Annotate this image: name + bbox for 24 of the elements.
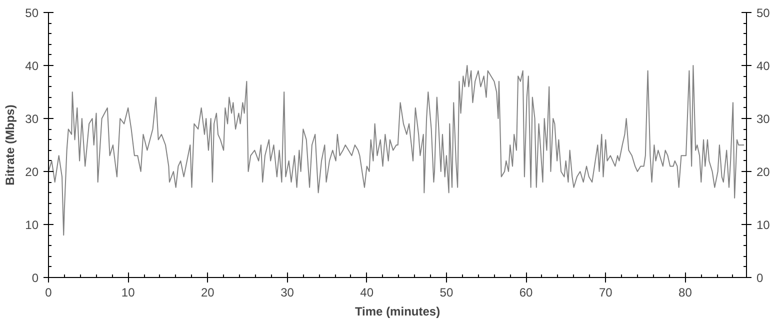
y-tick-label: 40 bbox=[25, 59, 39, 73]
y-tick-label: 0 bbox=[32, 271, 39, 285]
x-tick-label: 80 bbox=[678, 286, 692, 300]
y2-tick-label: 50 bbox=[756, 6, 770, 20]
y2-tick-label: 0 bbox=[756, 271, 764, 285]
y2-tick-label: 10 bbox=[756, 218, 770, 232]
x-tick-label: 70 bbox=[598, 286, 613, 300]
x-tick-label: 40 bbox=[360, 286, 374, 300]
y-tick-label: 20 bbox=[25, 165, 39, 179]
x-axis-title: Time (minutes) bbox=[354, 304, 440, 318]
x-tick-label: 30 bbox=[280, 286, 294, 300]
x-tick-label: 0 bbox=[45, 286, 52, 300]
line-series bbox=[48, 65, 745, 236]
x-tick-label: 50 bbox=[440, 286, 454, 300]
y-tick-label: 30 bbox=[25, 112, 39, 126]
x-tick-label: 60 bbox=[519, 286, 534, 300]
y-axis-title: Bitrate (Mbps) bbox=[3, 104, 18, 186]
y2-tick-label: 30 bbox=[756, 112, 770, 126]
y2-tick-label: 20 bbox=[756, 165, 770, 179]
y-tick-label: 10 bbox=[25, 218, 39, 232]
y-tick-label: 50 bbox=[25, 6, 39, 20]
x-tick-label: 10 bbox=[121, 286, 136, 300]
y2-tick-label: 40 bbox=[756, 59, 770, 73]
x-tick-label: 20 bbox=[201, 286, 215, 300]
